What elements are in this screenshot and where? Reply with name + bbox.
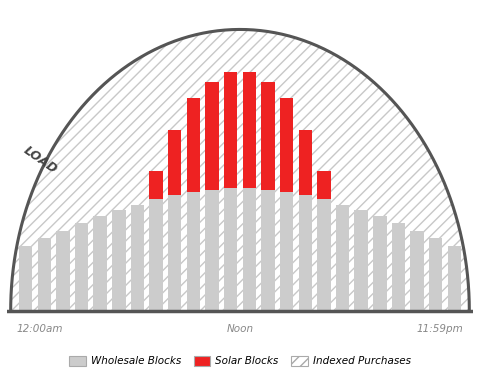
Bar (56, 231, 70, 311)
Bar (280, 99, 293, 192)
Bar (94, 216, 107, 311)
Bar (373, 216, 386, 311)
Bar (336, 205, 349, 311)
Bar (37, 238, 51, 311)
Text: Noon: Noon (227, 324, 253, 334)
Bar (242, 188, 256, 311)
Bar (205, 82, 219, 190)
Bar (429, 238, 443, 311)
Bar (317, 199, 331, 311)
Bar (112, 210, 126, 311)
Legend: Wholesale Blocks, Solar Blocks, Indexed Purchases: Wholesale Blocks, Solar Blocks, Indexed … (65, 351, 415, 370)
Bar (280, 192, 293, 311)
Bar (75, 223, 88, 311)
Bar (261, 190, 275, 311)
Bar (19, 246, 32, 311)
Bar (168, 195, 181, 311)
Bar (448, 246, 461, 311)
Bar (131, 205, 144, 311)
Bar (168, 130, 181, 195)
Bar (410, 231, 424, 311)
Bar (224, 72, 238, 188)
Text: LOAD: LOAD (21, 144, 59, 176)
Bar (187, 192, 200, 311)
Bar (149, 199, 163, 311)
Bar (261, 82, 275, 190)
Bar (242, 72, 256, 188)
Text: 12:00am: 12:00am (16, 324, 63, 334)
Bar (354, 210, 368, 311)
Bar (224, 188, 238, 311)
Bar (205, 190, 219, 311)
Bar (299, 130, 312, 195)
Bar (149, 171, 163, 199)
Bar (392, 223, 405, 311)
Bar (187, 99, 200, 192)
Bar (317, 171, 331, 199)
Bar (299, 195, 312, 311)
Text: 11:59pm: 11:59pm (417, 324, 464, 334)
